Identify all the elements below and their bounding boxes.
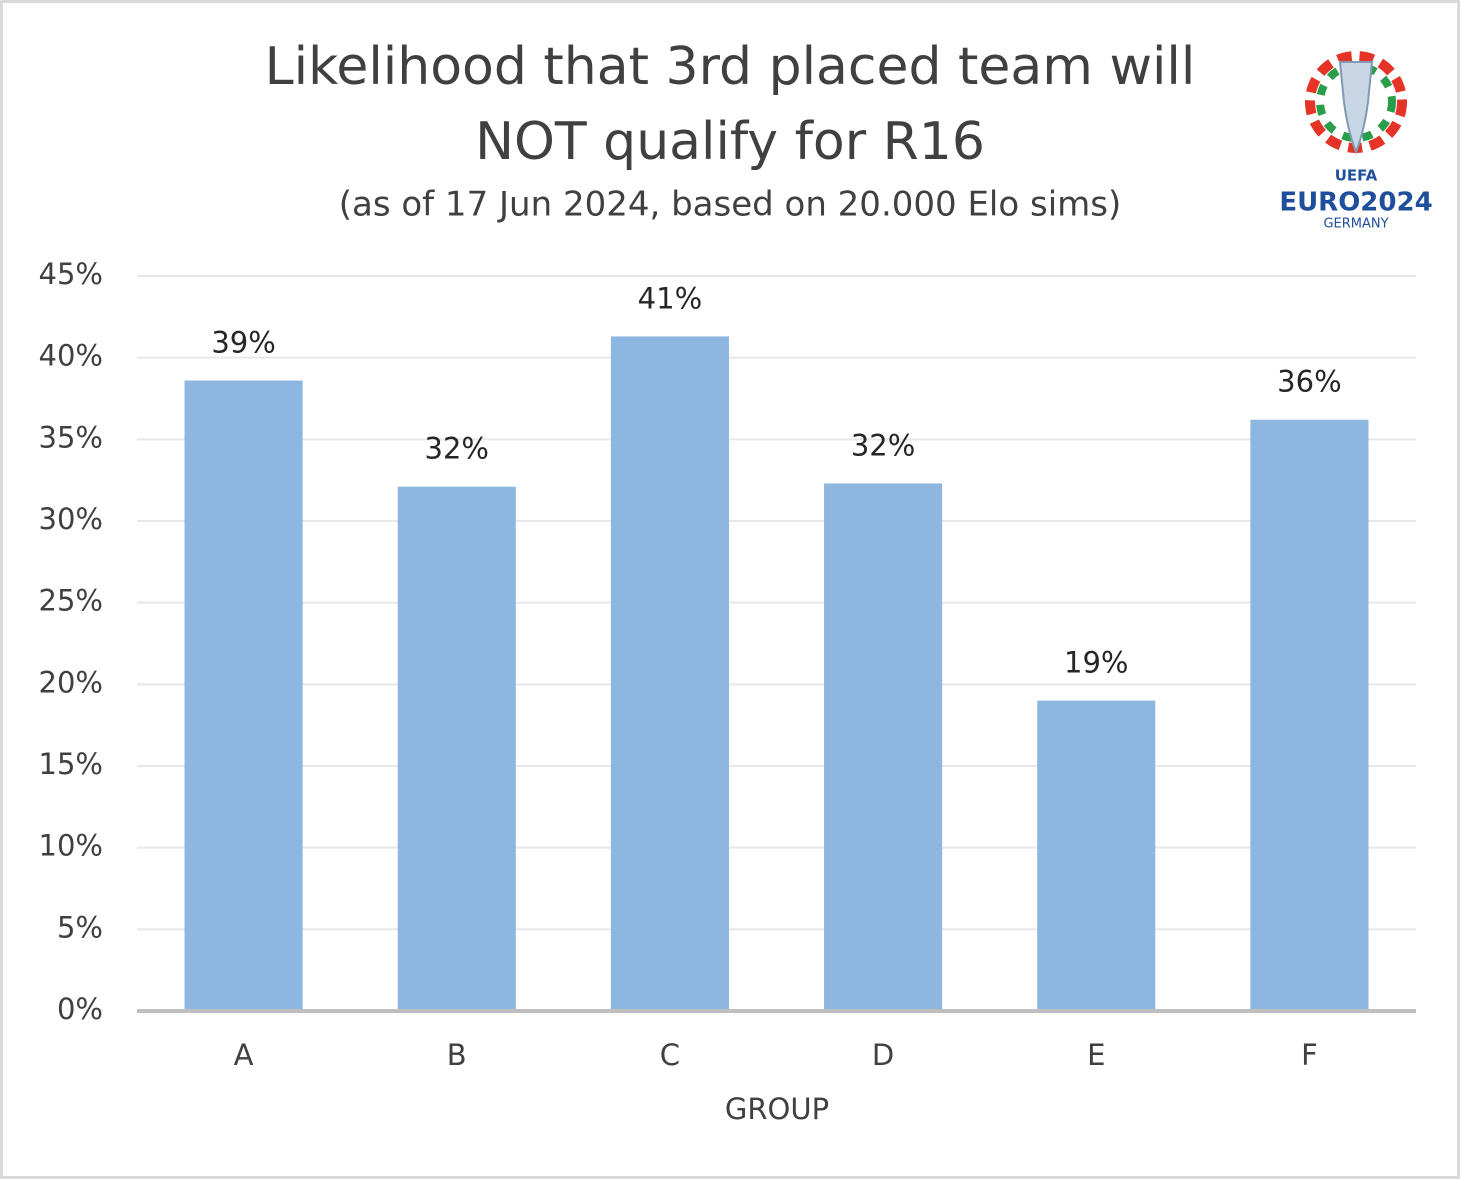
logo: UEFA EURO2024 GERMANY [1279,51,1433,232]
y-tick-label: 25% [39,584,103,618]
bar [397,486,516,1011]
y-tick-label: 40% [39,339,103,373]
x-tick-label: F [1301,1038,1318,1072]
x-tick-label: B [447,1038,467,1072]
value-label: 36% [1277,365,1341,399]
chart-title-line-1: Likelihood that 3rd placed team will [265,37,1196,97]
value-label: 39% [211,326,275,360]
bar [1037,700,1156,1011]
y-tick-label: 5% [57,910,103,944]
x-tick-label: E [1087,1038,1105,1072]
y-tick-label: 30% [39,502,103,536]
logo-trophy [1338,61,1374,155]
x-tick-label: D [872,1038,894,1072]
bar [824,483,943,1011]
y-tick-label: 45% [39,257,103,291]
x-tick-label: A [234,1038,254,1072]
logo-name: EURO2024 [1279,188,1432,218]
bar [610,336,729,1011]
y-tick-label: 15% [39,747,103,781]
x-tick-label: C [660,1038,680,1072]
chart-subtitle: (as of 17 Jun 2024, based on 20.000 Elo … [339,185,1122,225]
value-label: 32% [851,428,915,462]
y-tick-label: 35% [39,420,103,454]
y-tick-label: 20% [39,665,103,699]
value-label: 32% [425,432,489,466]
logo-org: UEFA [1335,167,1378,185]
logo-country: GERMANY [1323,217,1388,232]
y-tick-label: 10% [39,829,103,863]
x-axis-label: GROUP [725,1092,829,1126]
y-tick-label: 0% [57,992,103,1026]
value-label: 41% [638,281,702,315]
bar [184,380,303,1011]
chart-title-line-2: NOT qualify for R16 [475,112,985,172]
value-label: 19% [1064,646,1128,680]
bar [1250,419,1369,1011]
